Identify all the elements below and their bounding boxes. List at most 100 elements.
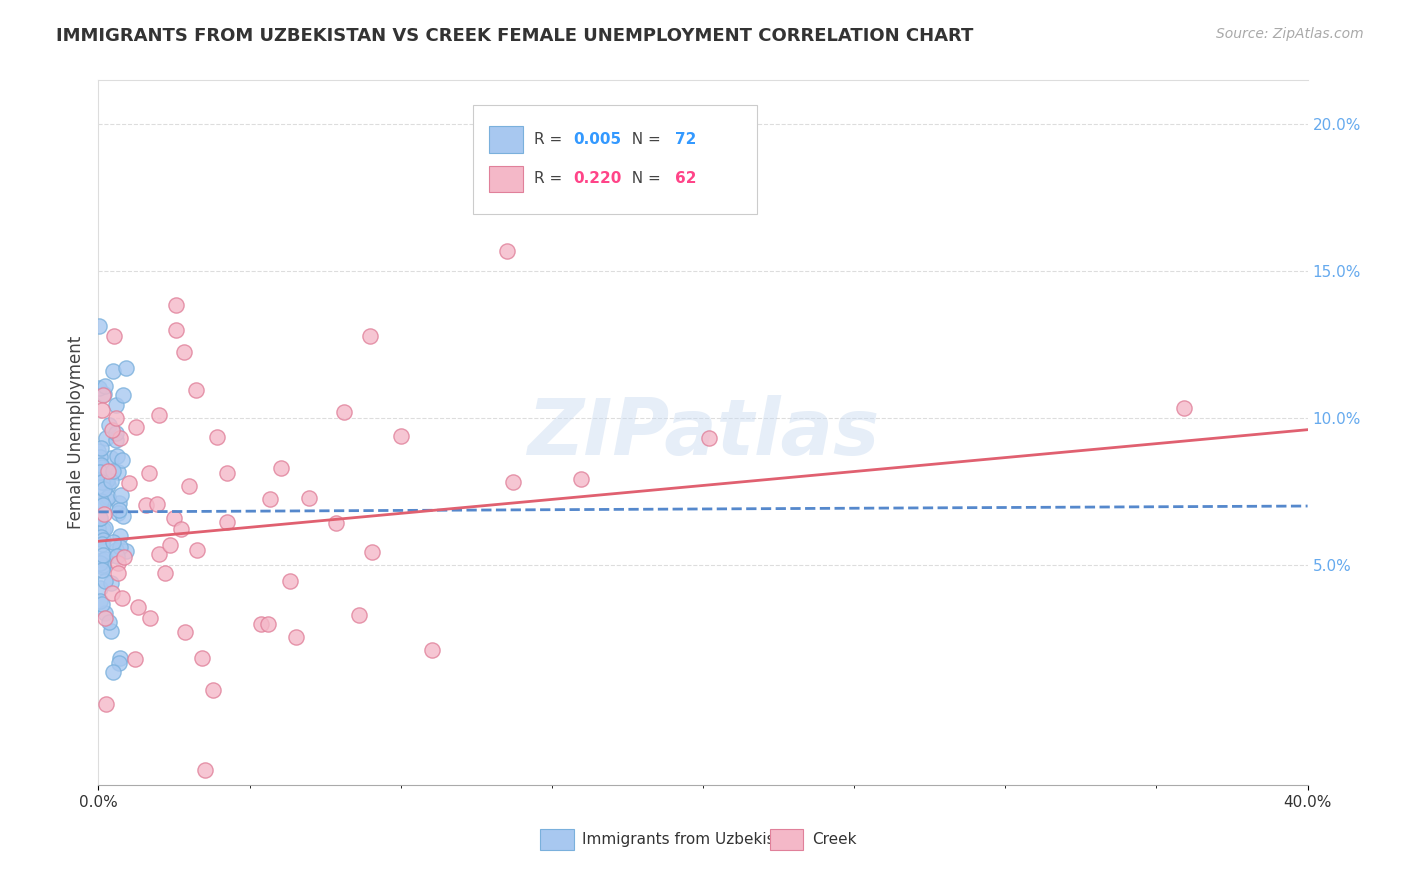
Point xyxy=(148,408,170,422)
Point xyxy=(389,428,412,442)
Point xyxy=(138,466,160,480)
Point xyxy=(361,545,384,559)
Point xyxy=(110,452,132,467)
Point xyxy=(101,464,124,478)
Point xyxy=(111,591,134,606)
Point xyxy=(94,607,117,621)
Point xyxy=(91,563,114,577)
Point xyxy=(90,537,112,551)
Point xyxy=(186,542,208,557)
Point xyxy=(257,617,280,632)
Point xyxy=(146,497,169,511)
Point xyxy=(98,615,121,629)
Point xyxy=(108,503,131,517)
Text: Creek: Creek xyxy=(811,832,856,847)
Point xyxy=(298,491,321,506)
Point xyxy=(148,547,170,561)
Point xyxy=(107,566,129,580)
Point xyxy=(87,444,110,458)
Point xyxy=(163,511,186,525)
Point xyxy=(93,521,115,535)
Point xyxy=(105,549,128,563)
Point xyxy=(332,405,354,419)
Point xyxy=(96,697,118,711)
Text: 0.220: 0.220 xyxy=(574,171,621,186)
Point xyxy=(177,479,200,493)
Text: Source: ZipAtlas.com: Source: ZipAtlas.com xyxy=(1216,27,1364,41)
Point xyxy=(502,475,524,489)
Point xyxy=(555,191,578,205)
Point xyxy=(97,464,120,478)
Point xyxy=(170,522,193,536)
Point xyxy=(105,450,128,464)
Text: R =: R = xyxy=(534,132,567,147)
Point xyxy=(90,494,112,508)
Point xyxy=(100,451,122,466)
Point xyxy=(569,472,592,486)
Point xyxy=(107,556,129,570)
Point xyxy=(94,379,117,393)
Point xyxy=(89,511,111,525)
Point xyxy=(108,651,131,665)
Point xyxy=(93,507,115,521)
Point xyxy=(108,432,131,446)
Point xyxy=(139,611,162,625)
Point xyxy=(91,560,114,574)
Point xyxy=(87,521,110,535)
Point xyxy=(91,403,114,417)
Text: ZIPatlas: ZIPatlas xyxy=(527,394,879,471)
Point xyxy=(101,665,124,680)
Text: 72: 72 xyxy=(675,132,696,147)
Point xyxy=(93,522,115,536)
Point xyxy=(94,471,117,485)
Point xyxy=(89,581,111,595)
Point xyxy=(697,431,720,445)
Point xyxy=(259,491,281,506)
Point xyxy=(91,558,114,573)
Point xyxy=(360,328,382,343)
Point xyxy=(173,344,195,359)
Point xyxy=(115,543,138,558)
Point xyxy=(101,423,124,437)
Y-axis label: Female Unemployment: Female Unemployment xyxy=(66,336,84,529)
Point xyxy=(96,491,118,506)
Point xyxy=(94,431,117,445)
Point xyxy=(100,624,122,638)
Point xyxy=(191,650,214,665)
Point xyxy=(111,509,134,524)
Point xyxy=(89,593,111,607)
Point xyxy=(135,498,157,512)
Point xyxy=(114,361,136,376)
Point xyxy=(91,475,114,489)
Point xyxy=(110,540,132,554)
Text: N =: N = xyxy=(621,171,665,186)
Point xyxy=(249,616,271,631)
Point xyxy=(91,533,114,547)
Point xyxy=(108,496,131,510)
FancyBboxPatch shape xyxy=(769,830,803,850)
FancyBboxPatch shape xyxy=(540,830,574,850)
Point xyxy=(89,450,111,464)
Point xyxy=(105,542,128,557)
Point xyxy=(90,458,112,473)
Point xyxy=(165,323,187,337)
Point xyxy=(101,364,124,378)
Point xyxy=(91,548,114,562)
Point xyxy=(90,553,112,567)
Point xyxy=(91,498,114,512)
Point xyxy=(420,642,443,657)
Point xyxy=(285,630,308,644)
Point xyxy=(108,528,131,542)
Point xyxy=(165,297,187,311)
Point xyxy=(202,683,225,698)
Text: 0.005: 0.005 xyxy=(574,132,621,147)
Point xyxy=(93,482,115,496)
Point xyxy=(107,465,129,479)
Point xyxy=(124,651,146,665)
FancyBboxPatch shape xyxy=(489,166,523,193)
FancyBboxPatch shape xyxy=(474,105,758,214)
Text: 62: 62 xyxy=(675,171,697,186)
Text: R =: R = xyxy=(534,171,567,186)
Point xyxy=(278,574,301,589)
Point xyxy=(127,599,149,614)
